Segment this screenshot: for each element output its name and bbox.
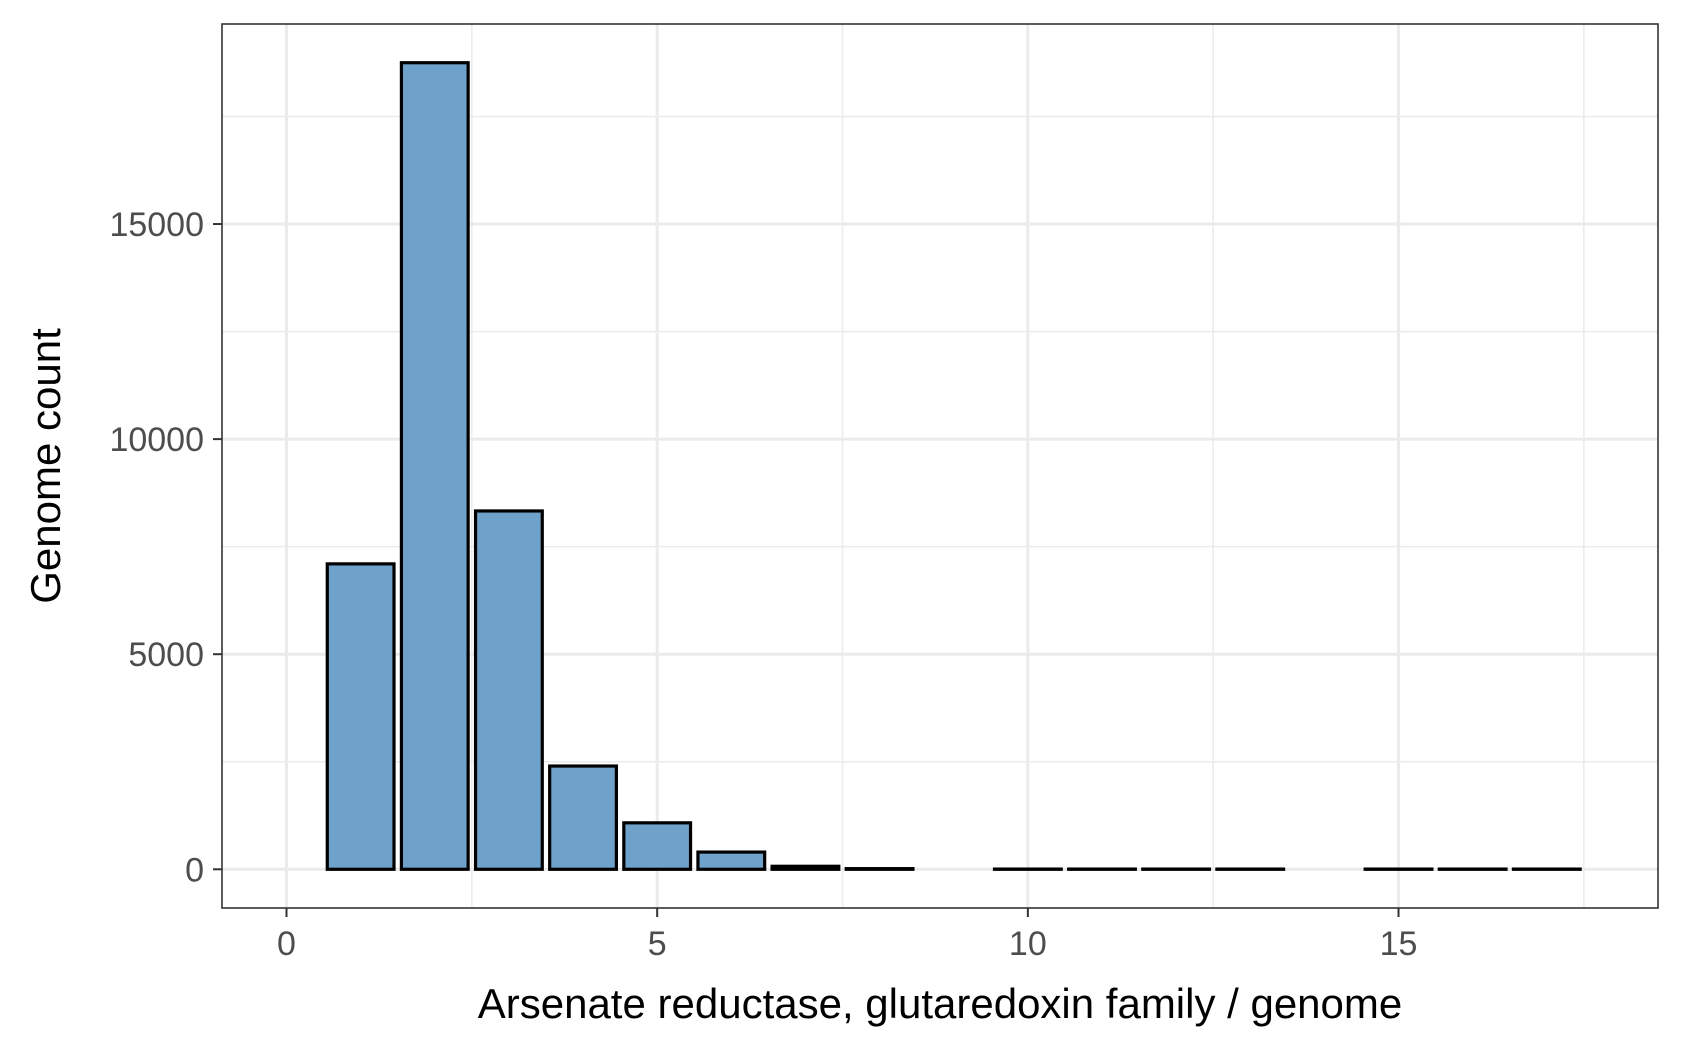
x-tick-label: 5 <box>648 925 667 963</box>
bar <box>770 864 841 871</box>
y-tick-label: 10000 <box>109 421 204 459</box>
bar <box>622 821 693 871</box>
bar <box>325 562 396 871</box>
y-tick-label: 0 <box>185 851 204 889</box>
y-axis-title: Genome count <box>22 328 69 604</box>
y-tick-label: 5000 <box>128 636 204 674</box>
bar <box>548 764 618 871</box>
bar <box>696 850 767 871</box>
y-tick-label: 15000 <box>109 206 204 244</box>
x-axis: 0 5 10 15 <box>277 908 1417 963</box>
y-axis: 0 5000 10000 15000 <box>109 206 222 889</box>
bars <box>325 61 1582 871</box>
x-tick-label: 10 <box>1009 925 1047 963</box>
panel-border <box>221 23 1659 909</box>
x-tick-label: 15 <box>1380 925 1418 963</box>
bar <box>473 509 544 871</box>
x-axis-title: Arsenate reductase, glutaredoxin family … <box>478 980 1403 1027</box>
bar <box>399 61 470 871</box>
x-tick-label: 0 <box>277 925 296 963</box>
bar <box>844 867 915 871</box>
